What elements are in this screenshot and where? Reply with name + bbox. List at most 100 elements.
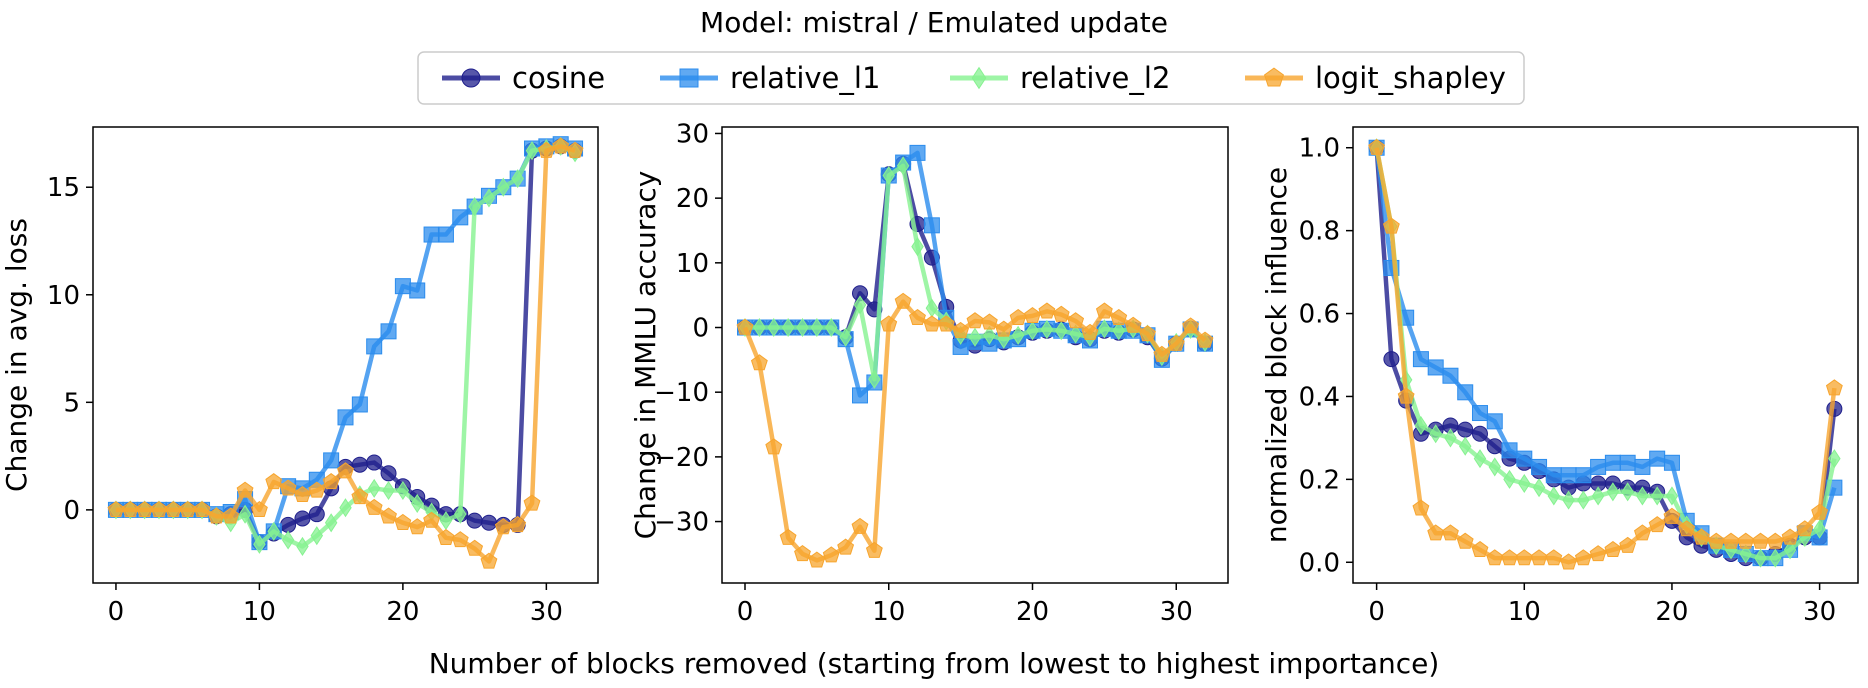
- x-axis-label: Number of blocks removed (starting from …: [429, 647, 1440, 680]
- data-point-relative_l1: [909, 144, 926, 161]
- data-point-logit_shapley: [164, 501, 182, 518]
- data-point-relative_l2: [1488, 457, 1501, 477]
- data-point-relative_l2: [497, 177, 510, 197]
- data-point-relative_l2: [896, 156, 910, 176]
- series-relative_l2: [1370, 138, 1841, 568]
- data-point-logit_shapley: [279, 479, 297, 496]
- x-tick-label: 20: [1655, 597, 1688, 627]
- data-point-relative_l2: [1591, 486, 1605, 506]
- data-point-relative_l1: [437, 226, 454, 243]
- data-point-relative_l2: [796, 317, 809, 338]
- data-point-relative_l2: [396, 480, 410, 501]
- panels: 0 10 20 30 0 5 10 15 Change in avg. loss 0 10 20 30 −…: [0, 119, 1859, 627]
- legend-entry-cosine: cosine: [442, 61, 605, 95]
- data-point-relative_l2: [1414, 415, 1428, 436]
- data-point-relative_l2: [1547, 486, 1561, 506]
- data-point-logit_shapley: [952, 321, 970, 338]
- data-point-logit_shapley: [923, 315, 941, 332]
- y-tick-label: −30: [654, 508, 709, 538]
- data-point-logit_shapley: [1796, 520, 1814, 537]
- data-point-relative_l2: [482, 188, 496, 208]
- data-point-logit_shapley: [466, 539, 484, 556]
- data-point-relative_l1: [1442, 367, 1459, 384]
- data-point-relative_l1: [394, 278, 411, 295]
- data-point-logit_shapley: [765, 438, 783, 455]
- data-point-relative_l1: [1575, 467, 1592, 484]
- data-point-relative_l1: [1545, 467, 1562, 484]
- y-tick-label: 10: [47, 281, 80, 311]
- data-point-logit_shapley: [509, 516, 527, 533]
- data-point-relative_l1: [323, 452, 340, 469]
- data-point-logit_shapley: [1781, 528, 1799, 545]
- data-point-logit_shapley: [1471, 540, 1489, 558]
- legend-label: relative_l2: [1020, 61, 1170, 95]
- data-point-relative_l2: [1813, 519, 1826, 539]
- y-tick-label: 10: [676, 249, 709, 279]
- series-logit_shapley: [736, 292, 1214, 568]
- series-line-cosine: [115, 144, 576, 545]
- data-point-logit_shapley: [1574, 549, 1592, 566]
- y-tick-label: 0.8: [1299, 217, 1340, 247]
- data-point-logit_shapley: [779, 528, 797, 545]
- data-point-logit_shapley: [980, 313, 998, 330]
- data-point-cosine: [351, 456, 368, 473]
- data-point-relative_l1: [1457, 384, 1474, 401]
- y-tick-label: 0.0: [1299, 548, 1340, 578]
- panel-2: 0 10 20 30 −30 −20 −10 0 10 20 30 Change in MMLU ac…: [629, 119, 1229, 627]
- legend-marker: [461, 68, 481, 88]
- series-line-relative_l1: [1374, 147, 1837, 561]
- data-point-relative_l2: [1636, 486, 1649, 506]
- data-point-logit_shapley: [1009, 308, 1027, 325]
- data-point-logit_shapley: [909, 308, 926, 325]
- x-tick-label: 10: [1508, 597, 1541, 627]
- data-point-logit_shapley: [808, 551, 826, 568]
- legend-entry-relative_l2: relative_l2: [950, 61, 1170, 95]
- data-point-relative_l2: [281, 530, 295, 550]
- data-point-relative_l1: [1501, 442, 1518, 459]
- y-tick-label: 1.0: [1299, 134, 1340, 164]
- data-point-relative_l2: [468, 197, 481, 217]
- data-point-relative_l2: [1112, 321, 1125, 341]
- x-tick-label: 30: [1803, 597, 1836, 627]
- data-point-relative_l2: [1606, 482, 1620, 502]
- series-relative_l1: [1368, 139, 1843, 567]
- data-point-relative_l2: [367, 478, 381, 498]
- series-logit_shapley: [107, 137, 584, 569]
- data-point-logit_shapley: [822, 546, 840, 563]
- series-cosine: [1368, 139, 1843, 567]
- data-point-cosine: [480, 514, 497, 531]
- data-point-relative_l2: [781, 317, 795, 338]
- data-point-relative_l2: [968, 327, 982, 347]
- legend-entry-relative_l1: relative_l1: [660, 61, 880, 95]
- data-point-relative_l2: [411, 493, 424, 513]
- data-point-relative_l2: [339, 498, 352, 518]
- y-axis-label: normalized block influence: [1260, 167, 1293, 543]
- y-tick-label: −20: [654, 443, 709, 473]
- data-point-logit_shapley: [423, 511, 441, 528]
- axes-frame: [1352, 126, 1859, 584]
- x-tick-label: 0: [1368, 597, 1385, 627]
- series-relative_l2: [109, 136, 582, 556]
- data-point-cosine: [366, 454, 383, 471]
- data-point-relative_l2: [454, 504, 467, 524]
- data-point-relative_l1: [452, 209, 469, 226]
- data-point-cosine: [294, 510, 311, 527]
- x-tick-label: 0: [737, 597, 754, 627]
- data-point-logit_shapley: [1560, 553, 1578, 570]
- data-point-relative_l1: [1634, 458, 1651, 475]
- data-point-logit_shapley: [408, 518, 426, 535]
- series-logit_shapley: [1368, 138, 1843, 570]
- data-point-logit_shapley: [136, 501, 154, 518]
- data-point-cosine: [1457, 421, 1474, 438]
- data-point-relative_l1: [366, 338, 383, 355]
- data-point-logit_shapley: [1752, 532, 1769, 549]
- data-point-relative_l2: [1754, 548, 1767, 568]
- data-point-relative_l1: [1427, 359, 1444, 376]
- data-point-logit_shapley: [1811, 503, 1829, 520]
- y-tick-label: 0.4: [1299, 382, 1340, 412]
- data-point-logit_shapley: [523, 494, 541, 511]
- data-point-logit_shapley: [1589, 545, 1607, 562]
- data-point-logit_shapley: [1382, 217, 1400, 234]
- panel-1: 0 10 20 30 0 5 10 15 Change in avg. loss: [0, 126, 599, 627]
- legend-marker: [971, 66, 987, 90]
